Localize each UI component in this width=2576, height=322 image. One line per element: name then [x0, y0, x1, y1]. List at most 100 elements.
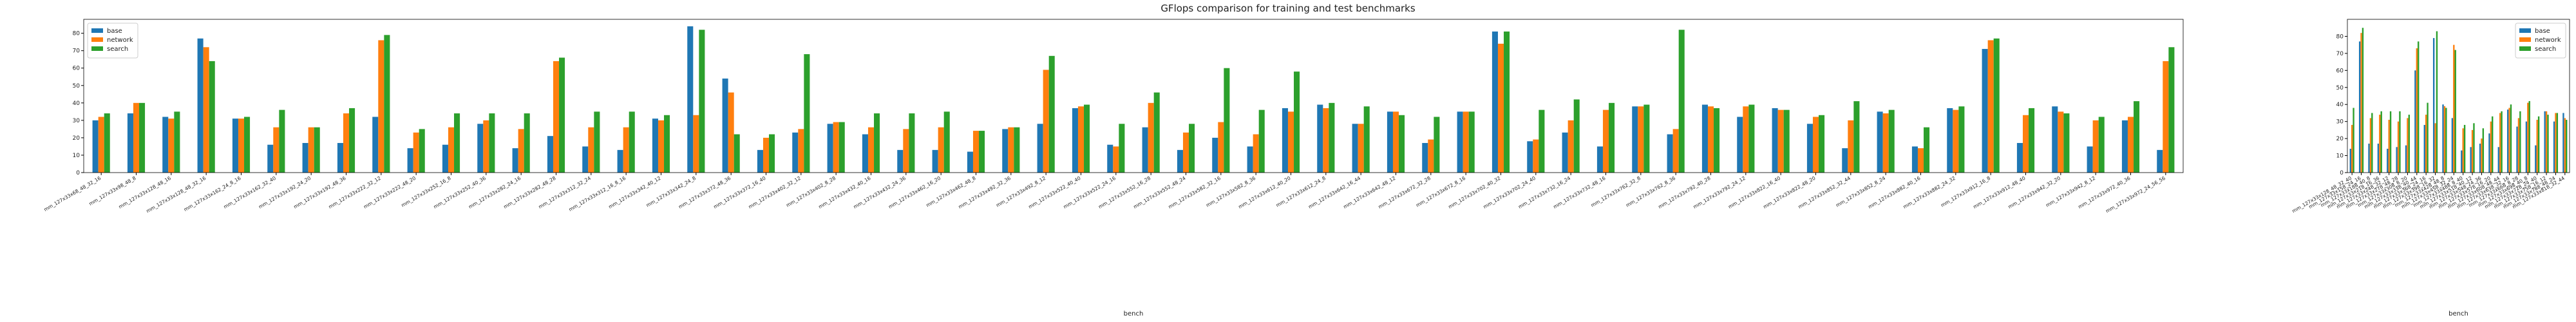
bar — [2405, 145, 2407, 173]
bar — [1812, 117, 1819, 173]
bar — [827, 124, 833, 173]
bar — [1701, 104, 1708, 173]
bar — [1573, 99, 1580, 173]
bar — [2092, 120, 2099, 173]
bar — [1748, 104, 1755, 173]
bar — [1667, 134, 1673, 173]
bar — [407, 148, 413, 173]
bar — [1993, 38, 2000, 173]
bar — [1468, 111, 1475, 173]
bar — [2029, 108, 2035, 173]
bar — [1596, 146, 1603, 173]
bar — [2353, 108, 2354, 173]
bar — [1212, 137, 1218, 173]
bar — [1077, 106, 1084, 173]
bar — [2516, 126, 2518, 173]
bar — [2482, 128, 2485, 173]
bar — [2098, 117, 2105, 173]
bar — [1358, 124, 1364, 173]
bar — [448, 127, 455, 173]
bar — [2528, 100, 2530, 173]
bar — [1737, 117, 1743, 173]
bar — [1463, 111, 1469, 173]
bar — [2537, 116, 2540, 173]
bar — [1527, 141, 1533, 173]
bar — [547, 136, 553, 173]
legend-swatch — [2519, 37, 2531, 42]
figure-title: GFlops comparison for training and test … — [1160, 3, 1416, 14]
bar — [2547, 115, 2549, 173]
y-tick-label: 50 — [73, 83, 80, 90]
legend-swatch — [91, 28, 103, 33]
bar — [174, 111, 180, 173]
y-tick-label: 30 — [2336, 119, 2344, 126]
bar — [1287, 111, 1294, 173]
bar — [1783, 109, 1790, 173]
legend-swatch — [2519, 28, 2531, 33]
bar — [2506, 109, 2509, 173]
bar — [203, 47, 209, 173]
bar — [1323, 108, 1329, 173]
bar — [903, 129, 909, 173]
bar — [2397, 121, 2400, 173]
bar — [104, 113, 110, 173]
bar — [2022, 115, 2029, 173]
bar — [2121, 120, 2128, 173]
bar — [2481, 138, 2483, 173]
bar — [1638, 106, 1644, 173]
bar — [2425, 115, 2427, 173]
bar — [728, 92, 734, 173]
bar — [2168, 47, 2175, 173]
bar — [1399, 115, 1405, 173]
bar — [1842, 148, 1848, 173]
y-tick-label: 60 — [2336, 68, 2344, 74]
bar — [2052, 106, 2058, 173]
bar — [838, 122, 845, 173]
bar — [2445, 108, 2447, 173]
bar — [2434, 123, 2436, 173]
bar — [349, 108, 355, 173]
bar — [1497, 43, 1504, 173]
bar — [1113, 146, 1119, 173]
bar — [2471, 129, 2474, 173]
bar — [2492, 116, 2494, 173]
bar — [2388, 120, 2390, 173]
bar — [2488, 133, 2490, 173]
bar — [2349, 148, 2351, 173]
bar — [658, 120, 665, 173]
bar — [762, 137, 770, 173]
bar — [1153, 92, 1160, 173]
bar — [2566, 120, 2568, 173]
bar — [2387, 148, 2389, 173]
bar — [2508, 108, 2510, 173]
bar — [2497, 147, 2499, 173]
bar — [127, 113, 133, 173]
bar — [1743, 106, 1749, 173]
bar — [2443, 106, 2446, 173]
bar — [559, 57, 565, 173]
bar — [337, 143, 343, 173]
bar — [664, 115, 670, 173]
bar — [2535, 145, 2537, 173]
bar — [629, 111, 635, 173]
bar — [2351, 124, 2353, 173]
legend-label: network — [2535, 37, 2561, 44]
bar — [932, 149, 938, 173]
bar — [1609, 102, 1615, 173]
bar — [1672, 129, 1679, 173]
bar — [489, 113, 495, 173]
bar — [1848, 120, 1854, 173]
bar — [2369, 118, 2372, 173]
bar — [1504, 31, 1510, 173]
y-tick-label: 0 — [76, 170, 80, 176]
bar — [1806, 124, 1813, 173]
bar — [1258, 109, 1265, 173]
x-tick-label: mm_127x33x312_16_8_16 — [568, 175, 627, 213]
bar — [1714, 108, 1720, 173]
bar — [162, 117, 169, 173]
bar — [2358, 41, 2361, 173]
bar — [2463, 124, 2466, 173]
y-tick-label: 80 — [73, 31, 80, 37]
legend-label: base — [107, 28, 122, 35]
